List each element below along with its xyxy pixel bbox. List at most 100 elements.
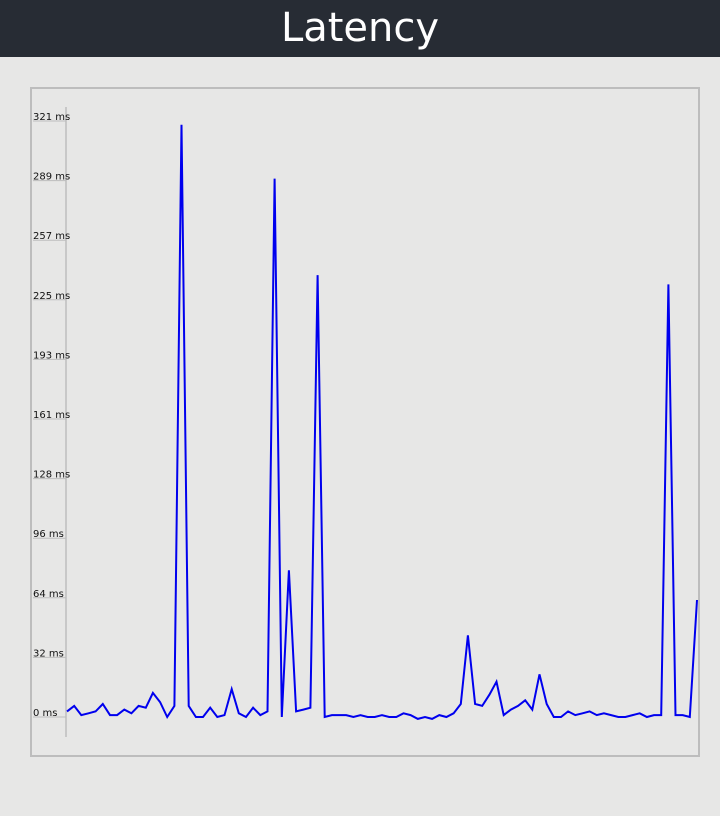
data-point bbox=[373, 716, 376, 719]
data-point bbox=[402, 712, 405, 715]
y-tick-label: 257 ms bbox=[33, 231, 70, 242]
latency-chart: 0 ms 32 ms 64 ms 96 ms 128 ms 161 ms 193 ms 225… bbox=[33, 107, 699, 737]
data-point bbox=[602, 712, 605, 715]
data-point bbox=[144, 706, 147, 709]
header-bar: Latency bbox=[0, 0, 720, 57]
data-point bbox=[130, 712, 133, 715]
data-point bbox=[466, 634, 469, 637]
data-point bbox=[381, 714, 384, 717]
data-point bbox=[481, 704, 484, 707]
data-point bbox=[538, 673, 541, 676]
y-tick-label: 0 ms bbox=[33, 708, 58, 719]
y-tick-label: 225 ms bbox=[33, 291, 70, 302]
data-point bbox=[151, 691, 154, 694]
data-point bbox=[424, 716, 427, 719]
data-point bbox=[431, 717, 434, 720]
data-point bbox=[610, 714, 613, 717]
data-point bbox=[166, 716, 169, 719]
data-point bbox=[696, 599, 699, 602]
data-point bbox=[73, 704, 76, 707]
data-point bbox=[194, 716, 197, 719]
data-point bbox=[638, 712, 641, 715]
y-tick-label: 32 ms bbox=[33, 648, 64, 659]
y-tick-label: 64 ms bbox=[33, 589, 64, 600]
data-point bbox=[567, 710, 570, 713]
data-point bbox=[409, 714, 412, 717]
data-point bbox=[595, 714, 598, 717]
data-point bbox=[524, 699, 527, 702]
data-point bbox=[681, 714, 684, 717]
data-point bbox=[66, 710, 69, 713]
data-point bbox=[452, 712, 455, 715]
latency-series-line bbox=[66, 124, 698, 720]
data-point bbox=[438, 714, 441, 717]
data-point bbox=[631, 714, 634, 717]
y-tick-label: 161 ms bbox=[33, 410, 70, 421]
data-point bbox=[645, 716, 648, 719]
data-point bbox=[216, 716, 219, 719]
data-point bbox=[230, 688, 233, 691]
y-tick-label: 193 ms bbox=[33, 350, 70, 361]
data-point bbox=[94, 710, 97, 713]
data-point bbox=[359, 714, 362, 717]
data-point bbox=[266, 710, 269, 713]
data-point bbox=[116, 714, 119, 717]
data-point bbox=[617, 716, 620, 719]
data-point bbox=[624, 716, 627, 719]
data-point bbox=[388, 716, 391, 719]
data-point bbox=[552, 716, 555, 719]
data-point bbox=[309, 706, 312, 709]
data-point bbox=[395, 716, 398, 719]
data-point bbox=[688, 716, 691, 719]
data-point bbox=[338, 714, 341, 717]
page-title: Latency bbox=[280, 5, 440, 51]
y-tick-label: 321 ms bbox=[33, 112, 70, 123]
data-point bbox=[323, 716, 326, 719]
data-point bbox=[316, 274, 319, 277]
data-point bbox=[502, 714, 505, 717]
y-tick-label: 96 ms bbox=[33, 529, 64, 540]
data-point bbox=[445, 716, 448, 719]
data-point bbox=[237, 712, 240, 715]
data-point bbox=[545, 703, 548, 706]
data-point bbox=[459, 703, 462, 706]
data-point bbox=[674, 714, 677, 717]
data-point bbox=[302, 708, 305, 711]
data-point bbox=[660, 714, 663, 717]
data-point bbox=[474, 703, 477, 706]
data-point bbox=[209, 706, 212, 709]
data-point bbox=[531, 708, 534, 711]
data-point bbox=[287, 569, 290, 572]
data-point bbox=[509, 708, 512, 711]
data-point bbox=[366, 716, 369, 719]
data-point bbox=[517, 704, 520, 707]
data-point bbox=[581, 712, 584, 715]
data-point bbox=[295, 710, 298, 713]
data-point bbox=[588, 710, 591, 713]
data-point bbox=[173, 704, 176, 707]
chart-panel: 0 ms 32 ms 64 ms 96 ms 128 ms 161 ms 193 ms 225… bbox=[30, 87, 700, 757]
data-point bbox=[574, 714, 577, 717]
data-point bbox=[495, 680, 498, 683]
data-point bbox=[667, 283, 670, 286]
data-point bbox=[137, 704, 140, 707]
data-point bbox=[259, 714, 262, 717]
y-tick-label: 128 ms bbox=[33, 470, 70, 481]
data-point bbox=[109, 714, 112, 717]
data-point bbox=[653, 714, 656, 717]
data-point bbox=[101, 703, 104, 706]
data-point bbox=[252, 706, 255, 709]
data-point bbox=[123, 708, 126, 711]
data-point bbox=[416, 717, 419, 720]
y-tick-label: 289 ms bbox=[33, 172, 70, 183]
data-point bbox=[223, 714, 226, 717]
data-point bbox=[280, 716, 283, 719]
data-point bbox=[180, 123, 183, 126]
data-point bbox=[345, 714, 348, 717]
data-point bbox=[202, 716, 205, 719]
data-point bbox=[330, 714, 333, 717]
data-point bbox=[187, 704, 190, 707]
data-point bbox=[352, 716, 355, 719]
data-point bbox=[159, 701, 162, 704]
data-point bbox=[245, 716, 248, 719]
